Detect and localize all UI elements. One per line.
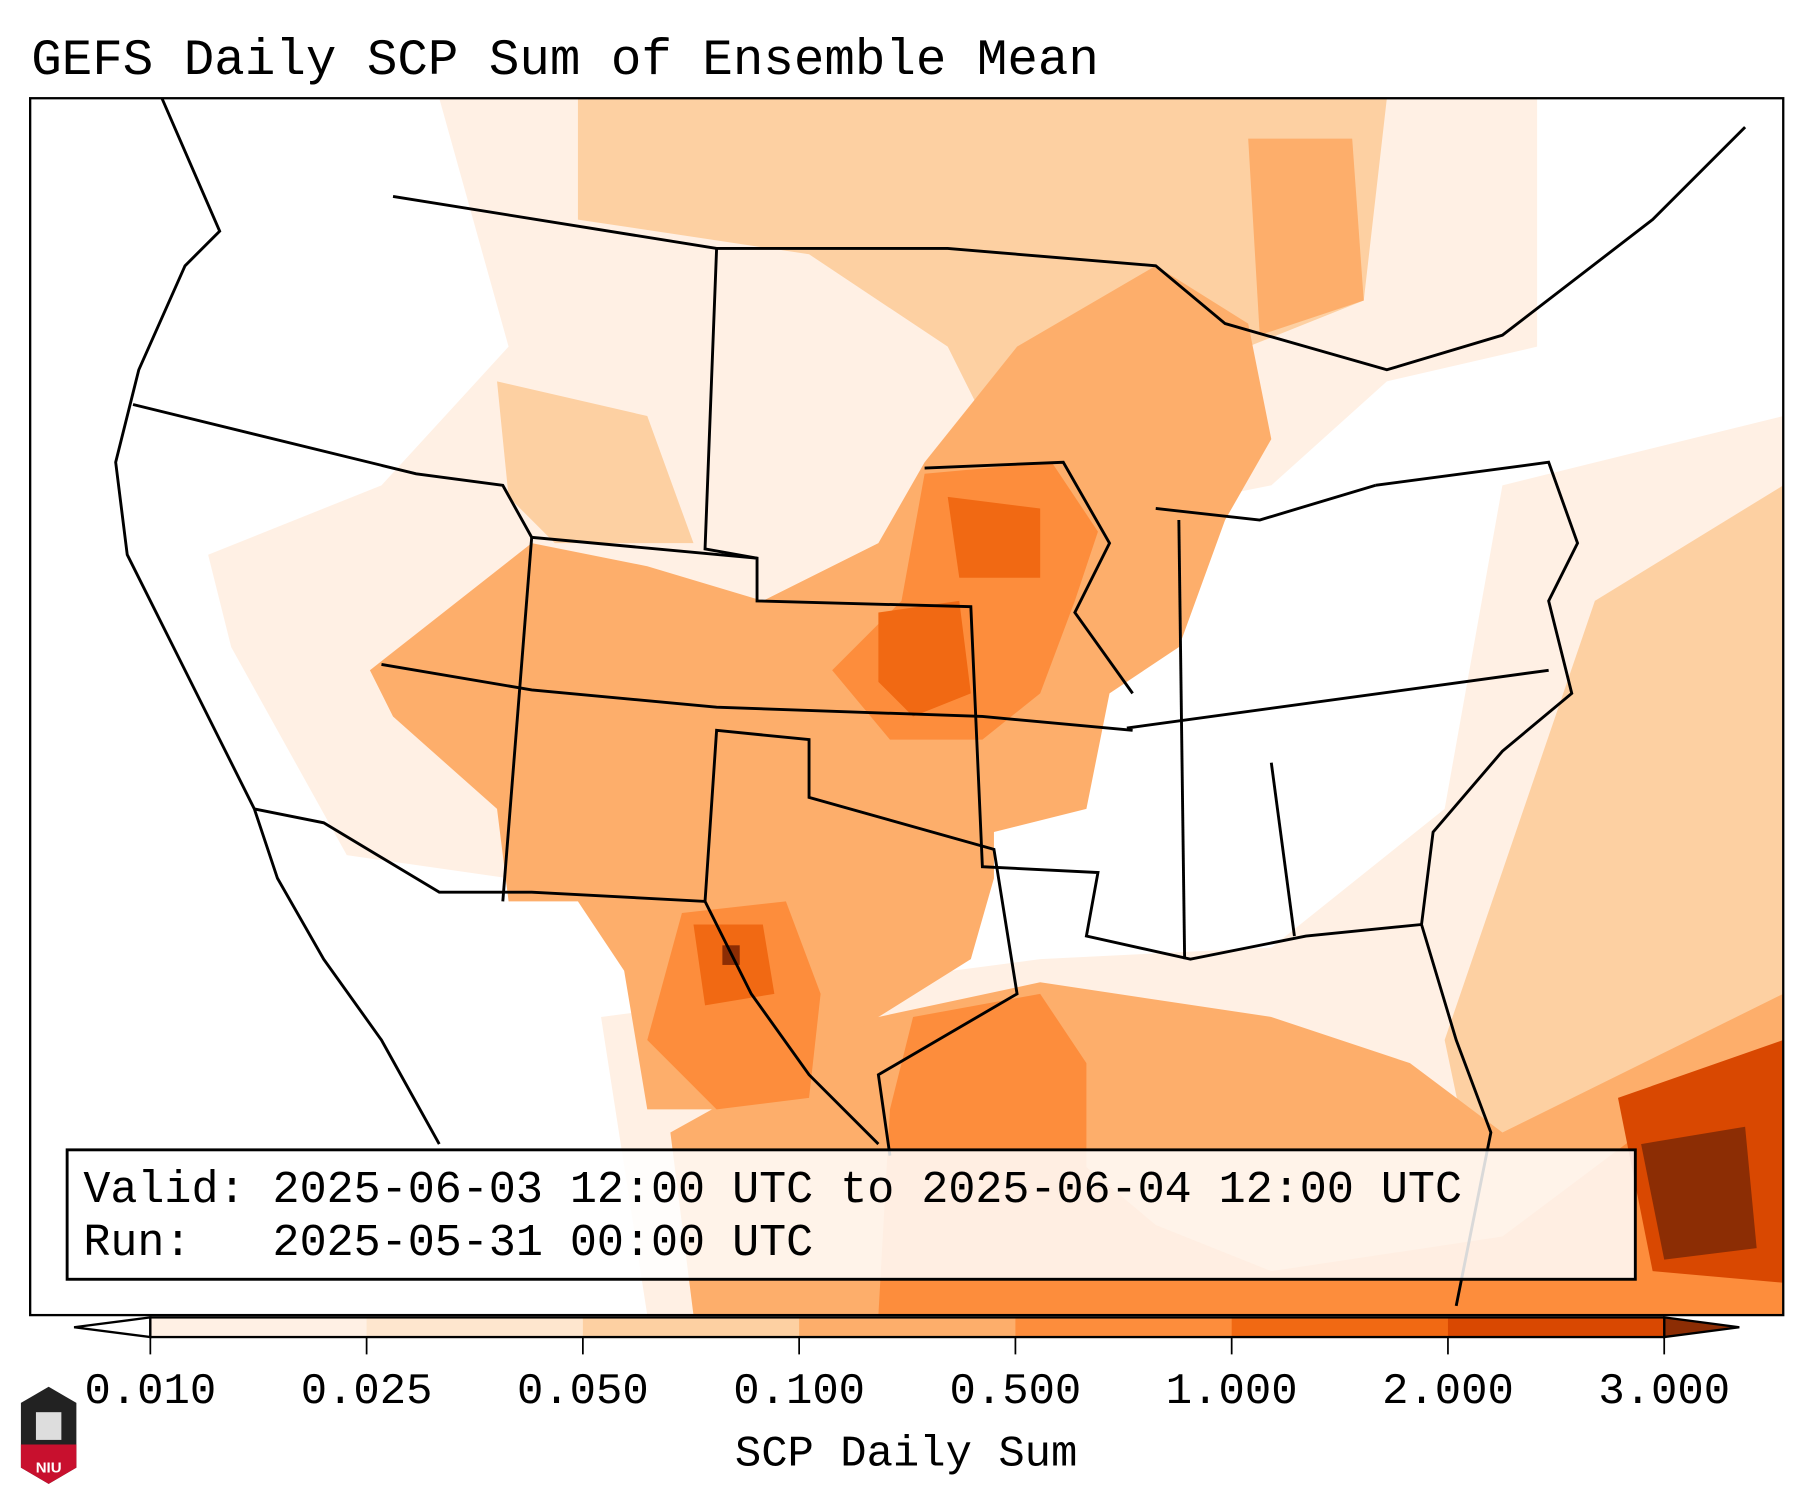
colorbar-tick-label: 0.100 [733,1367,865,1417]
map-panel [29,97,1785,1317]
niu-logo: NIU [20,1386,77,1484]
colorbar-tick-label: 0.025 [301,1367,433,1417]
field-peak-ia [947,496,1041,578]
colorbar-bin [582,1317,800,1338]
info-box: Valid: 2025-06-03 12:00 UTC to 2025-06-0… [65,1148,1637,1281]
colorbar-bin [1015,1317,1233,1338]
valid-time: Valid: 2025-06-03 12:00 UTC to 2025-06-0… [83,1164,1462,1216]
colorbar-tick-label: 0.010 [84,1367,216,1417]
colorbar-bin [366,1317,584,1338]
svg-text:NIU: NIU [36,1459,62,1476]
scp-field [30,98,1784,1316]
colorbar-bin [1447,1317,1665,1338]
colorbar-over-arrow [1663,1316,1740,1339]
run-time: Run: 2025-05-31 00:00 UTC [83,1217,813,1269]
colorbar-bin [150,1317,368,1338]
map-frame [29,97,1785,1317]
colorbar-bin [799,1317,1016,1338]
colorbar-tick-label: 0.050 [517,1367,649,1417]
field-max-carib [1641,1126,1757,1260]
field-darkorange-tx [647,901,821,1110]
colorbar-tick-label: 3.000 [1598,1367,1730,1417]
colorbar-tick-label: 1.000 [1166,1367,1298,1417]
figure-title: GEFS Daily SCP Sum of Ensemble Mean [31,33,1099,90]
colorbar-bin [1231,1317,1449,1338]
colorbar-under-arrow [73,1316,152,1339]
colorbar: 0.010 0.025 0.050 0.100 0.500 1.000 2.000 3.000… [73,1316,1740,1479]
field-mid-plains [497,381,694,544]
colorbar-label: SCP Daily Sum [735,1429,1078,1479]
field-peak-ks [878,600,971,717]
field-orange-ne [1248,138,1364,336]
coastline-and-borders [114,98,1747,1307]
colorbar-tick-label: 2.000 [1382,1367,1514,1417]
colorbar-tick-label: 0.500 [950,1367,1082,1417]
